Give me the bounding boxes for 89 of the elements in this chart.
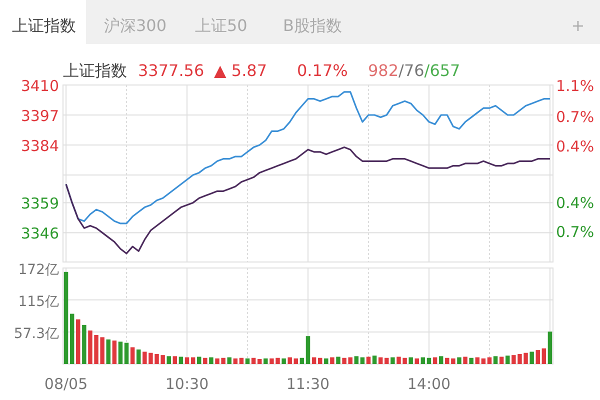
bar bbox=[487, 357, 492, 364]
bar bbox=[408, 357, 413, 364]
bar bbox=[112, 340, 117, 364]
bar bbox=[360, 357, 365, 364]
bar bbox=[548, 332, 552, 364]
bar bbox=[282, 358, 286, 364]
bar bbox=[64, 272, 68, 364]
bar bbox=[288, 357, 292, 364]
bar bbox=[178, 356, 184, 364]
text: 沪深300 bbox=[104, 16, 167, 35]
y2-tick-label: 0.7% bbox=[556, 222, 594, 241]
line-series bbox=[65, 146, 551, 254]
bar bbox=[190, 357, 196, 364]
bar bbox=[76, 319, 80, 364]
bar bbox=[82, 324, 86, 364]
text: 上证指数 bbox=[12, 16, 76, 35]
y-tick-label: 57.3亿 bbox=[14, 326, 59, 342]
bar bbox=[384, 358, 389, 364]
bar bbox=[463, 356, 468, 364]
bar bbox=[318, 358, 322, 364]
bar bbox=[536, 350, 540, 364]
bar bbox=[294, 358, 298, 364]
bar bbox=[354, 356, 359, 364]
text: ▲ 5.87 bbox=[214, 61, 268, 80]
bar bbox=[493, 356, 498, 364]
chart-title: 上证指数 bbox=[63, 61, 127, 80]
bar bbox=[209, 357, 214, 364]
bar bbox=[542, 348, 546, 364]
y-tick-label: 3410 bbox=[20, 77, 59, 95]
y2-tick-label: 1.1% bbox=[556, 77, 594, 95]
bar bbox=[245, 358, 250, 364]
bar bbox=[475, 357, 480, 364]
bar bbox=[196, 356, 202, 364]
bar bbox=[136, 349, 141, 364]
bar bbox=[251, 358, 256, 364]
x-tick-label: 11:30 bbox=[286, 375, 330, 393]
bar bbox=[499, 356, 504, 364]
bar bbox=[324, 358, 328, 364]
bar bbox=[530, 352, 534, 364]
bar bbox=[312, 357, 316, 364]
bar bbox=[106, 339, 110, 364]
bar bbox=[414, 358, 420, 364]
bar bbox=[330, 357, 334, 364]
text: 0.17% bbox=[297, 61, 348, 80]
y-tick-label: 3384 bbox=[20, 137, 59, 155]
text: + bbox=[571, 16, 585, 35]
bar bbox=[306, 336, 310, 364]
bar bbox=[233, 358, 238, 364]
bar bbox=[203, 358, 208, 364]
y2-tick-label: 0.7% bbox=[556, 108, 594, 126]
bar bbox=[438, 356, 444, 364]
bar bbox=[336, 356, 340, 364]
x-tick-label: 08/05 bbox=[44, 375, 88, 393]
bar bbox=[166, 356, 171, 364]
bar bbox=[457, 357, 462, 364]
bar bbox=[506, 356, 510, 364]
bar bbox=[481, 358, 486, 364]
bar bbox=[239, 358, 244, 364]
bar bbox=[118, 342, 123, 364]
x-tick-label: 10:30 bbox=[165, 375, 209, 393]
bar bbox=[372, 356, 377, 364]
y2-tick-label: 0.4% bbox=[556, 194, 594, 212]
bar bbox=[172, 356, 178, 364]
text: 3377.56 bbox=[138, 61, 204, 80]
bar bbox=[420, 357, 426, 364]
y-tick-label: 3397 bbox=[20, 107, 59, 125]
bar bbox=[70, 314, 74, 364]
bar bbox=[124, 342, 129, 364]
bar bbox=[366, 356, 371, 364]
bar bbox=[469, 358, 474, 364]
y-tick-label: 3346 bbox=[20, 224, 59, 243]
bar bbox=[432, 357, 438, 364]
x-tick-label: 14:00 bbox=[407, 375, 451, 393]
bar bbox=[257, 358, 262, 364]
y-tick-label: 115亿 bbox=[18, 294, 59, 310]
bar bbox=[130, 347, 135, 364]
bar bbox=[184, 357, 190, 364]
bar bbox=[227, 357, 232, 364]
text: B股指数 bbox=[283, 16, 342, 35]
bar bbox=[390, 357, 395, 364]
bar bbox=[300, 358, 304, 364]
y-tick-label: 3359 bbox=[20, 194, 59, 213]
bar bbox=[378, 357, 383, 364]
y2-tick-label: 0.4% bbox=[556, 138, 594, 156]
text: 上证50 bbox=[195, 16, 248, 35]
bar bbox=[264, 358, 268, 364]
bar bbox=[426, 358, 432, 364]
y-tick-label: 172亿 bbox=[18, 262, 59, 278]
text: 982/76/657 bbox=[368, 61, 460, 80]
